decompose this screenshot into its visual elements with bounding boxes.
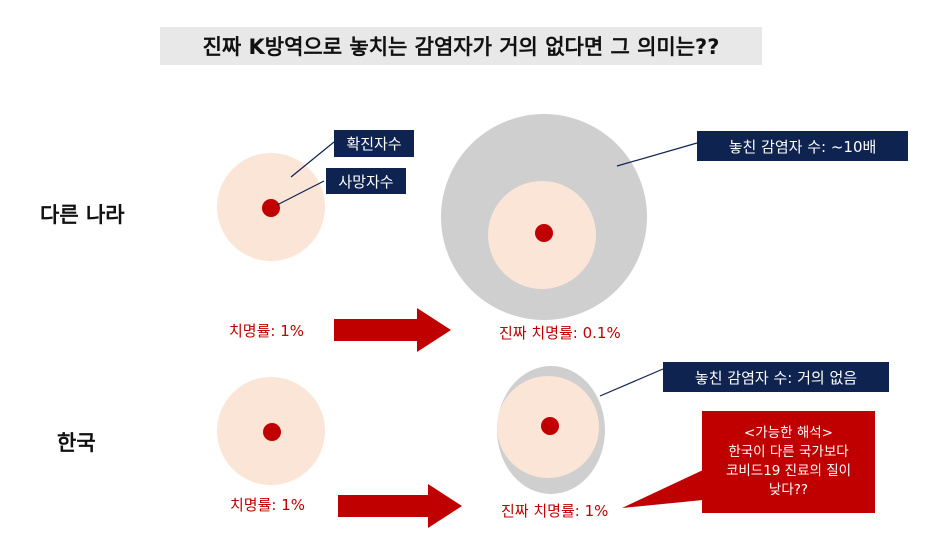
interpretation-callout: <가능한 해석> 한국이 다른 국가보다 코비드19 진료의 질이 낮다?? xyxy=(702,411,875,513)
death-dot-other-true xyxy=(535,224,553,242)
arrow-korea xyxy=(338,484,462,528)
callout-line-1: 한국이 다른 국가보다 xyxy=(728,444,849,460)
connector-missed-other xyxy=(616,142,698,167)
cfr-true-korea: 진짜 치명률: 1% xyxy=(501,502,609,520)
cfr-true-other: 진짜 치명률: 0.1% xyxy=(499,324,621,342)
cfr-observed-other: 치명률: 1% xyxy=(229,322,305,340)
arrow-other xyxy=(334,308,451,352)
connector-deaths xyxy=(276,180,325,206)
callout-heading: <가능한 해석> xyxy=(743,425,833,441)
label-confirmed-cases: 확진자수 xyxy=(334,130,414,157)
row-label-other-countries: 다른 나라 xyxy=(40,203,125,227)
row-label-korea: 한국 xyxy=(57,431,96,455)
death-dot-korea-true xyxy=(541,417,559,435)
connector-confirmed xyxy=(290,141,335,178)
callout-tail xyxy=(622,470,703,508)
page-title: 진짜 K방역으로 놓치는 감염자가 거의 없다면 그 의미는?? xyxy=(160,27,762,65)
death-dot-korea xyxy=(263,423,281,441)
connector-missed-korea xyxy=(599,368,664,397)
callout-line-2: 코비드19 진료의 질이 xyxy=(725,463,852,479)
death-dot-other xyxy=(262,199,280,217)
label-missed-infections-other: 놓친 감염자 수: ~10배 xyxy=(697,131,908,161)
callout-line-3: 낮다?? xyxy=(768,482,809,498)
cfr-observed-korea: 치명률: 1% xyxy=(230,496,306,514)
label-missed-infections-korea: 놓친 감염자 수: 거의 없음 xyxy=(663,362,889,392)
label-deaths: 사망자수 xyxy=(326,168,406,194)
